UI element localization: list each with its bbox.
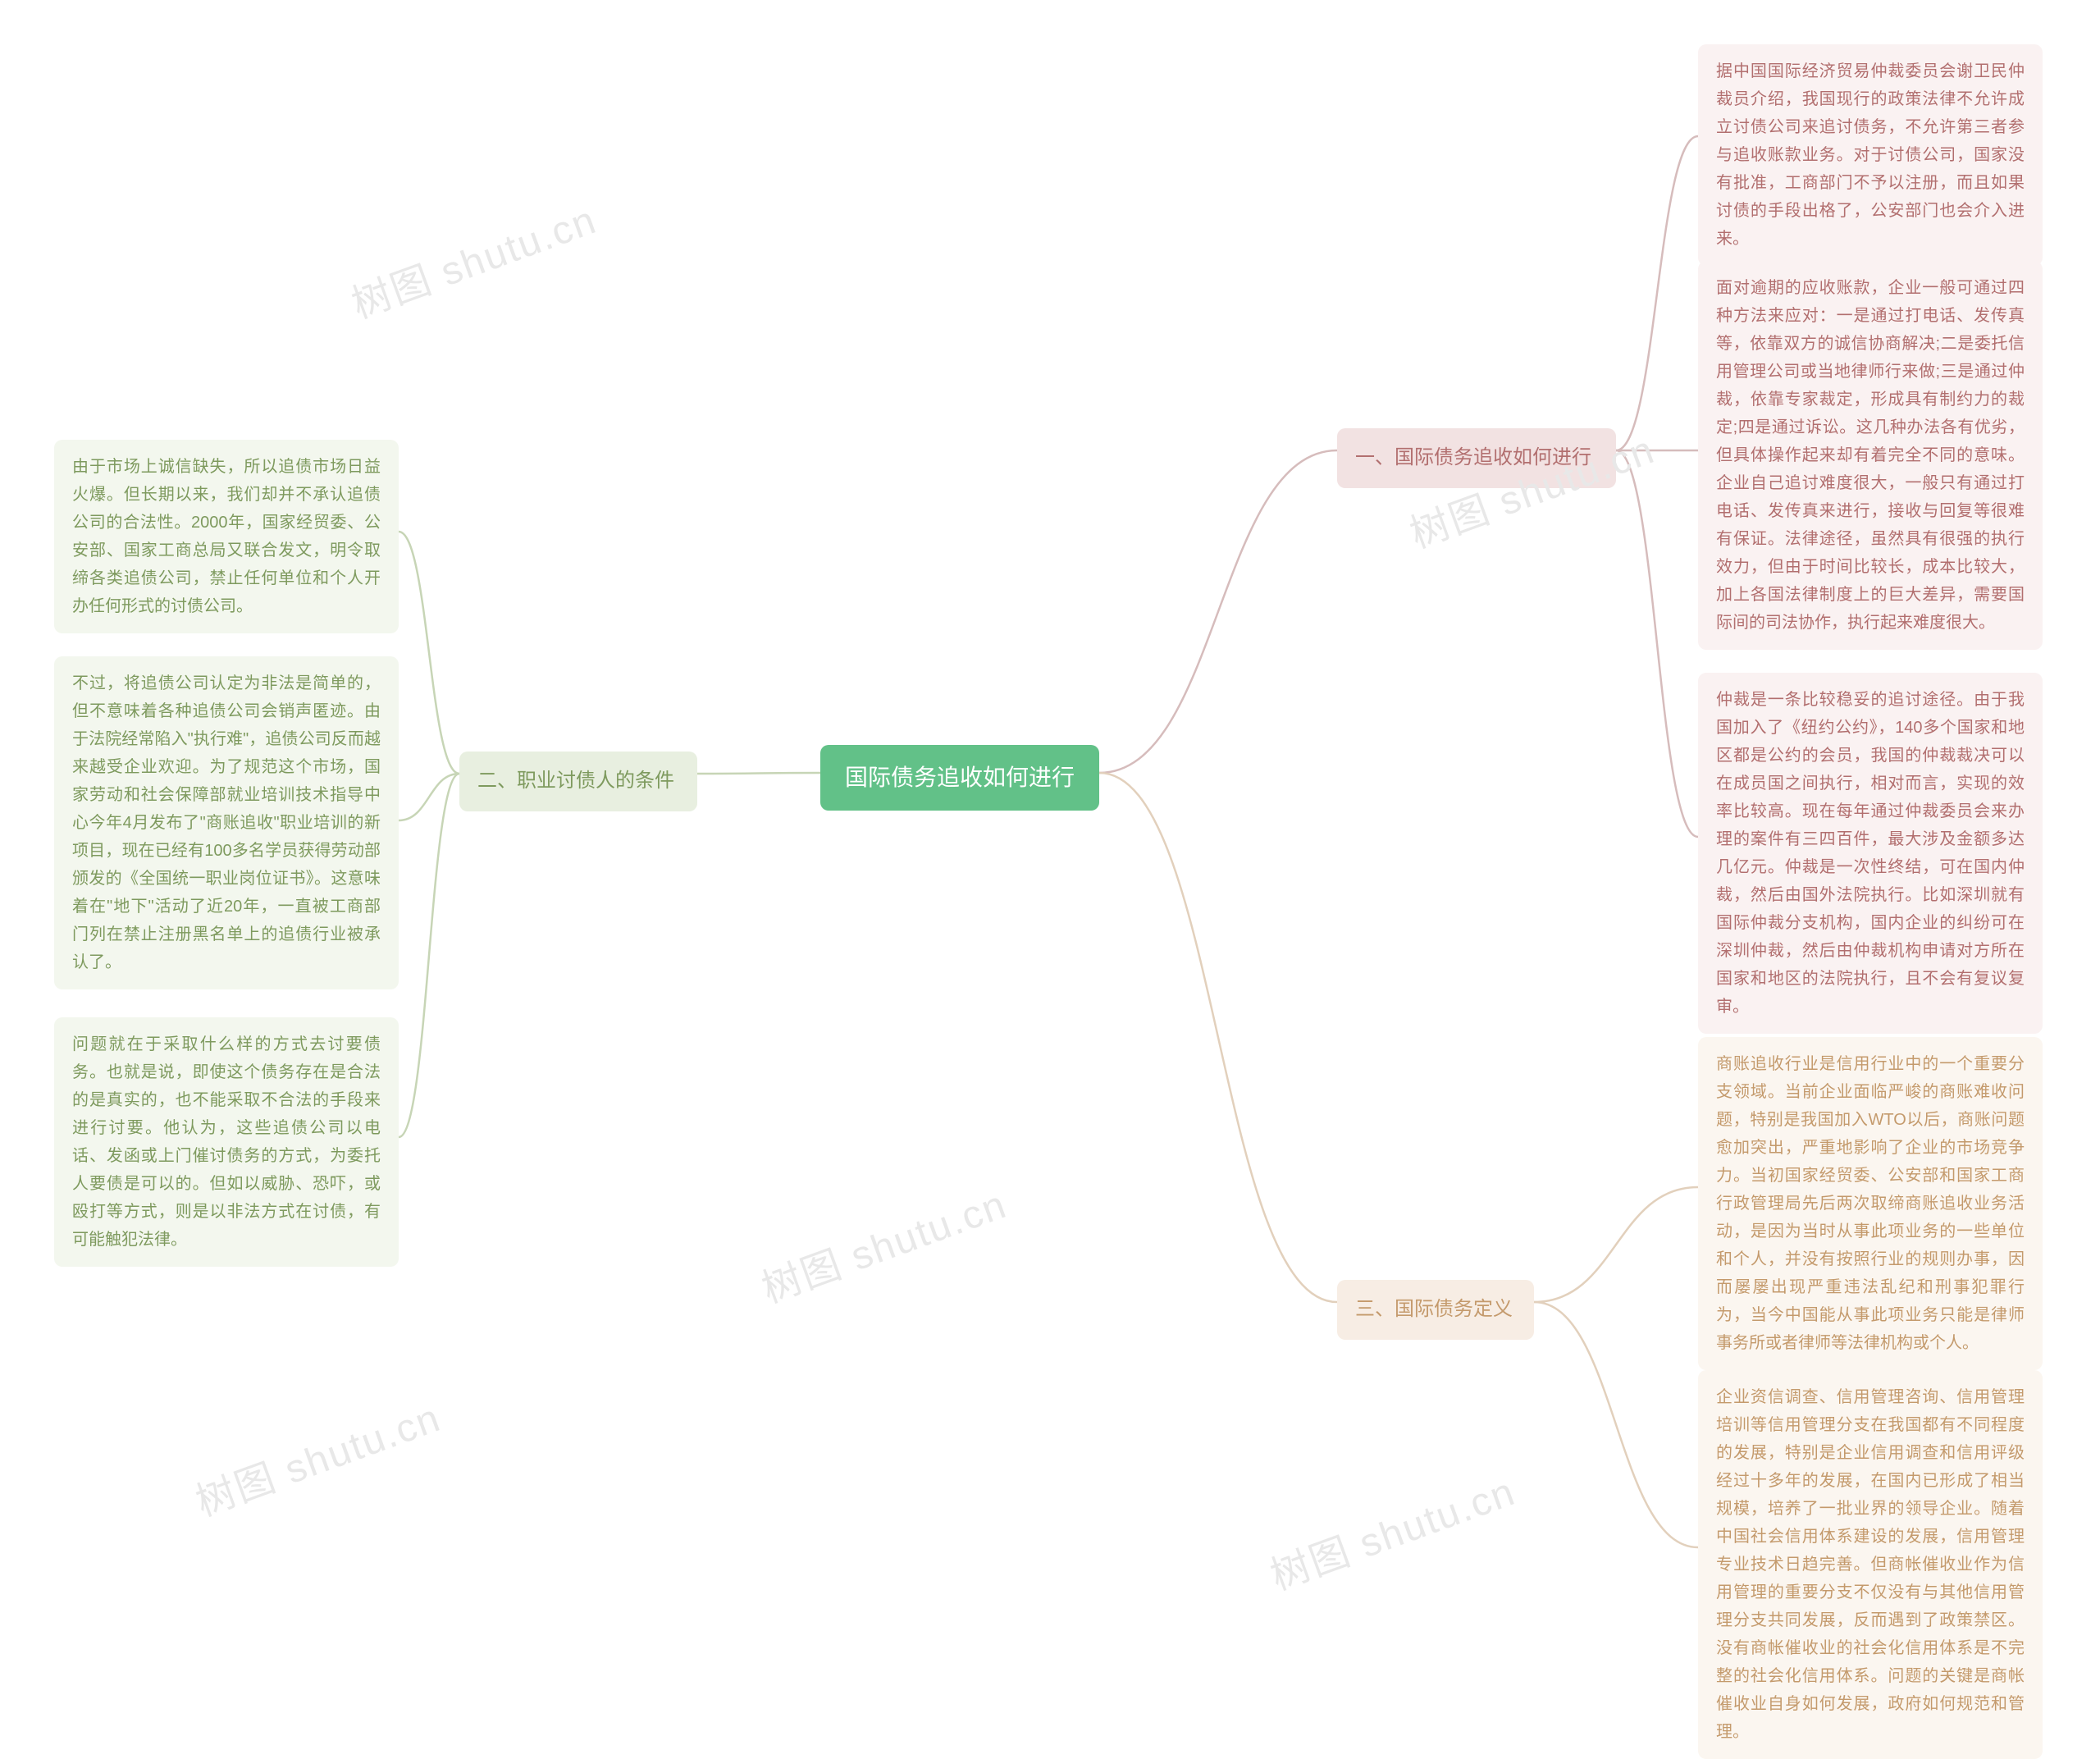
mindmap-leaf-node: 商账追收行业是信用行业中的一个重要分支领域。当前企业面临严峻的商账难收问题，特别…	[1698, 1037, 2043, 1370]
mindmap-leaf-node: 面对逾期的应收账款，企业一般可通过四种方法来应对：一是通过打电话、发传真等，依靠…	[1698, 261, 2043, 650]
mindmap-center-node[interactable]: 国际债务追收如何进行	[820, 745, 1099, 811]
mindmap-branch-node[interactable]: 三、国际债务定义	[1337, 1280, 1534, 1340]
mindmap-leaf-node: 据中国国际经济贸易仲裁委员会谢卫民仲裁员介绍，我国现行的政策法律不允许成立讨债公…	[1698, 44, 2043, 266]
watermark: 树图 shutu.cn	[752, 1172, 1013, 1314]
mindmap-leaf-node: 由于市场上诚信缺失，所以追债市场日益火爆。但长期以来，我们却并不承认追债公司的合…	[54, 440, 399, 633]
mindmap-leaf-node: 问题就在于采取什么样的方式去讨要债务。也就是说，即使这个债务存在是合法的是真实的…	[54, 1017, 399, 1267]
watermark: 树图 shutu.cn	[186, 1386, 447, 1528]
mindmap-branch-node[interactable]: 一、国际债务追收如何进行	[1337, 428, 1616, 488]
mindmap-leaf-node: 企业资信调查、信用管理咨询、信用管理培训等信用管理分支在我国都有不同程度的发展，…	[1698, 1370, 2043, 1759]
watermark: 树图 shutu.cn	[1261, 1460, 1522, 1601]
mindmap-leaf-node: 不过，将追债公司认定为非法是简单的，但不意味着各种追债公司会销声匿迹。由于法院经…	[54, 656, 399, 989]
mindmap-branch-node[interactable]: 二、职业讨债人的条件	[459, 752, 697, 811]
watermark: 树图 shutu.cn	[342, 188, 603, 330]
mindmap-leaf-node: 仲裁是一条比较稳妥的追讨途径。由于我国加入了《纽约公约》，140多个国家和地区都…	[1698, 673, 2043, 1034]
